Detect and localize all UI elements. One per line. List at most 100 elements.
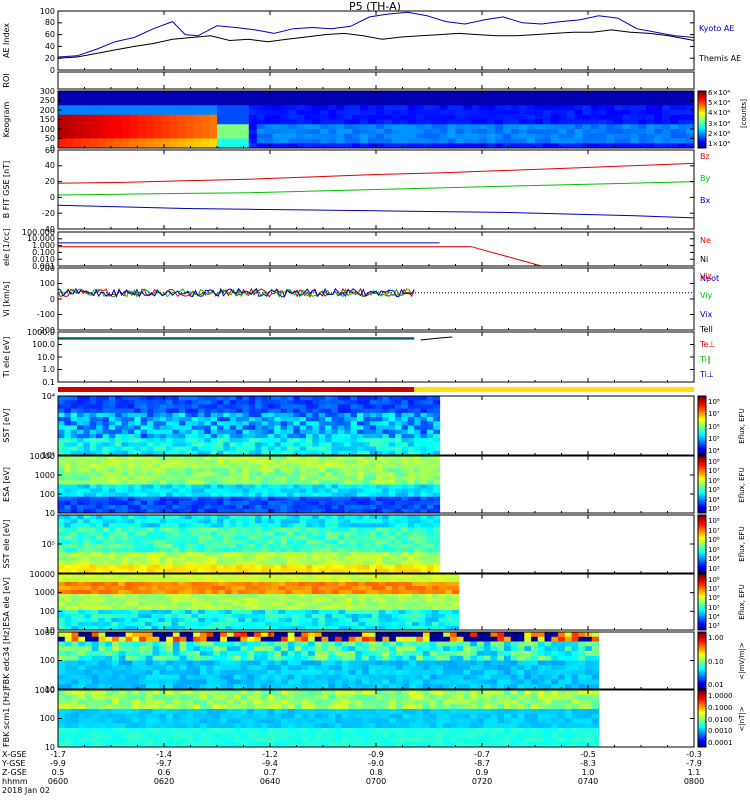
sst2-cell bbox=[350, 552, 358, 557]
esa1-cell bbox=[248, 504, 256, 510]
keogram-cell bbox=[177, 95, 186, 101]
esa2-cell bbox=[331, 618, 339, 623]
sst2-cell bbox=[191, 531, 199, 537]
keogram-cell bbox=[312, 91, 321, 97]
esa1-cell bbox=[407, 468, 415, 473]
esa2-cell bbox=[365, 602, 373, 607]
ae-series-kyoto-ae bbox=[57, 11, 695, 58]
esa1-cell bbox=[286, 480, 294, 485]
esa2-cell bbox=[171, 590, 179, 595]
esa1-cell bbox=[255, 476, 263, 481]
esa2-cell bbox=[431, 594, 440, 599]
sst2-cell bbox=[388, 519, 396, 524]
sst2-cell bbox=[70, 515, 78, 520]
keogram-cell bbox=[598, 95, 608, 101]
keogram-cell bbox=[606, 138, 615, 144]
keogram-cell bbox=[598, 133, 608, 139]
esa1-cell bbox=[312, 504, 320, 510]
esa1-cell bbox=[344, 456, 352, 461]
keogram-colorbar-cell bbox=[698, 110, 706, 113]
esa1-cell bbox=[147, 488, 154, 494]
esa1-cell bbox=[108, 472, 116, 477]
keogram-cell bbox=[97, 138, 107, 144]
esa1-cell bbox=[286, 496, 294, 502]
esa2-cell bbox=[445, 626, 453, 631]
sst2-cell bbox=[89, 568, 97, 574]
sst2-cell bbox=[191, 527, 199, 533]
esa2-cell bbox=[138, 594, 146, 599]
sst1-cell bbox=[426, 421, 434, 426]
sst2-cell bbox=[70, 552, 78, 557]
sst1-cell bbox=[217, 396, 224, 401]
sst2-cell bbox=[178, 519, 186, 524]
sst1-cell bbox=[433, 421, 441, 426]
sst1-cell bbox=[414, 396, 422, 401]
esa2-cell bbox=[251, 618, 259, 623]
esa1-colorbar-cell bbox=[698, 489, 706, 493]
esa2-cell bbox=[291, 622, 299, 627]
sst1-colorbar bbox=[697, 395, 707, 456]
sst2-cell bbox=[293, 564, 301, 570]
sst1-cell bbox=[267, 396, 275, 401]
esa2-cell bbox=[84, 594, 92, 599]
sst2-cell bbox=[299, 527, 307, 533]
sst2-cell bbox=[83, 544, 91, 549]
keogram-cell bbox=[582, 129, 592, 135]
sst2-cell bbox=[426, 568, 434, 574]
sst1-cell bbox=[261, 429, 269, 435]
sst2-cell bbox=[83, 560, 91, 566]
sst2-cell bbox=[344, 523, 352, 528]
esa2-cell bbox=[78, 598, 86, 603]
esa1-cell bbox=[77, 468, 84, 473]
keogram-cell bbox=[582, 114, 592, 120]
esa1-cell bbox=[426, 464, 434, 469]
sst1-cell bbox=[376, 408, 383, 414]
esa1-cell bbox=[255, 468, 263, 473]
esa1-cell bbox=[70, 508, 78, 514]
keogram-cell bbox=[686, 100, 695, 106]
sst1-cell bbox=[267, 412, 275, 418]
esa2-cell bbox=[71, 586, 79, 591]
esa2-colorbar-cell bbox=[698, 588, 706, 591]
esa1-cell bbox=[306, 472, 313, 477]
sst2-cell bbox=[401, 552, 409, 557]
esa1-cell bbox=[344, 464, 352, 469]
sst2-cell bbox=[102, 527, 110, 533]
esa2-cell bbox=[158, 586, 166, 591]
esa2-cell bbox=[285, 606, 293, 611]
esa1-cell bbox=[363, 508, 371, 514]
keogram-cell bbox=[622, 95, 631, 101]
sst1-cell bbox=[178, 446, 186, 452]
sst2-cell bbox=[140, 539, 148, 545]
esa2-cell bbox=[331, 586, 339, 591]
sst1-cell bbox=[178, 425, 186, 431]
sst1-cell bbox=[255, 442, 263, 448]
esa1-cell bbox=[267, 460, 275, 465]
esa2-cell bbox=[278, 590, 286, 595]
sst2-cell bbox=[204, 515, 212, 520]
esa1-cell bbox=[236, 464, 243, 469]
sst2-cell bbox=[108, 535, 116, 541]
sst2-cell bbox=[166, 527, 173, 533]
keogram-cell bbox=[280, 91, 290, 97]
esa2-colorbar-cell bbox=[698, 595, 706, 598]
esa2-cell bbox=[124, 614, 132, 619]
ae-frame bbox=[57, 10, 695, 71]
sst2-cell bbox=[64, 519, 72, 524]
sst1-cell bbox=[83, 421, 91, 426]
sst1-cell bbox=[204, 425, 212, 431]
esa1-cell bbox=[407, 476, 415, 481]
esa1-cell bbox=[318, 456, 326, 461]
sst1-colorbar-cell bbox=[698, 432, 706, 436]
keogram-cell bbox=[511, 110, 520, 116]
keogram-cell bbox=[376, 124, 385, 130]
sst2-cell bbox=[236, 564, 243, 570]
sst2-cell bbox=[58, 568, 65, 574]
sst2-cell bbox=[108, 568, 116, 574]
keogram-cell bbox=[288, 95, 297, 101]
keogram-cell bbox=[336, 114, 345, 120]
sst2-cell bbox=[267, 539, 275, 545]
keogram-cell bbox=[606, 129, 615, 135]
sst2-cell bbox=[344, 531, 352, 537]
sst1-cell bbox=[382, 450, 390, 456]
